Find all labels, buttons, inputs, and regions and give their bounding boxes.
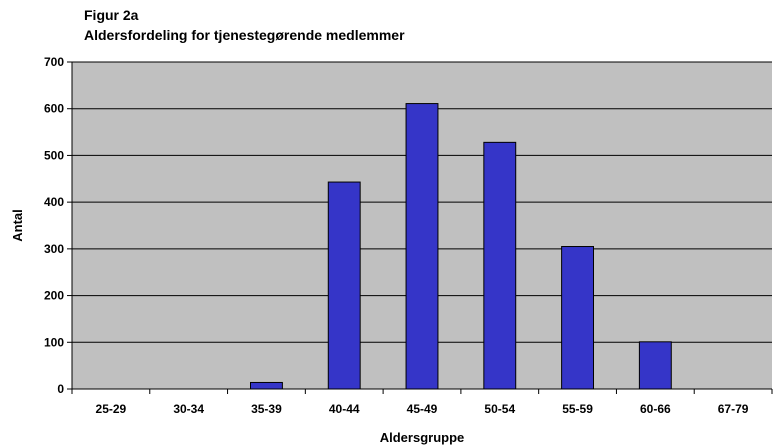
x-tick-labels: 25-29 30-34 35-39 40-44 45-49 50-54 55-59 60-66… [96,402,749,416]
bar-55-59 [561,246,594,390]
y-tick-label: 600 [44,102,64,116]
y-tick-label: 0 [57,382,64,396]
axes [71,62,773,394]
x-tick-label: 67-79 [718,402,749,416]
y-tick-label: 700 [44,55,64,69]
y-axis-label: Antal [10,209,25,242]
x-tick-label: 30-34 [173,402,204,416]
y-tick-label: 100 [44,335,64,349]
bar-45-49 [405,103,439,390]
figure-label: Figur 2a [84,7,139,23]
x-axis-label: Aldersgruppe [380,430,465,445]
bar-60-66 [638,341,672,390]
x-tick-label: 45-49 [407,402,438,416]
y-tick-label: 400 [44,195,64,209]
y-tick-label: 300 [44,242,64,256]
x-tick-label: 25-29 [96,402,127,416]
bar-40-44 [327,181,361,390]
x-tick-label: 40-44 [329,402,360,416]
bar-35-39 [250,381,283,390]
x-tick-label: 55-59 [562,402,593,416]
x-tick-label: 50-54 [484,402,515,416]
bars [250,103,672,390]
bar-50-54 [483,141,517,390]
y-tick-label: 500 [44,148,64,162]
x-tick-label: 35-39 [251,402,282,416]
y-tick-labels: 0 100 200 300 400 500 600 700 [44,55,64,396]
y-tick-label: 200 [44,289,64,303]
x-tick-label: 60-66 [640,402,671,416]
chart-title: Aldersfordeling for tjenestegørende medl… [84,27,405,43]
